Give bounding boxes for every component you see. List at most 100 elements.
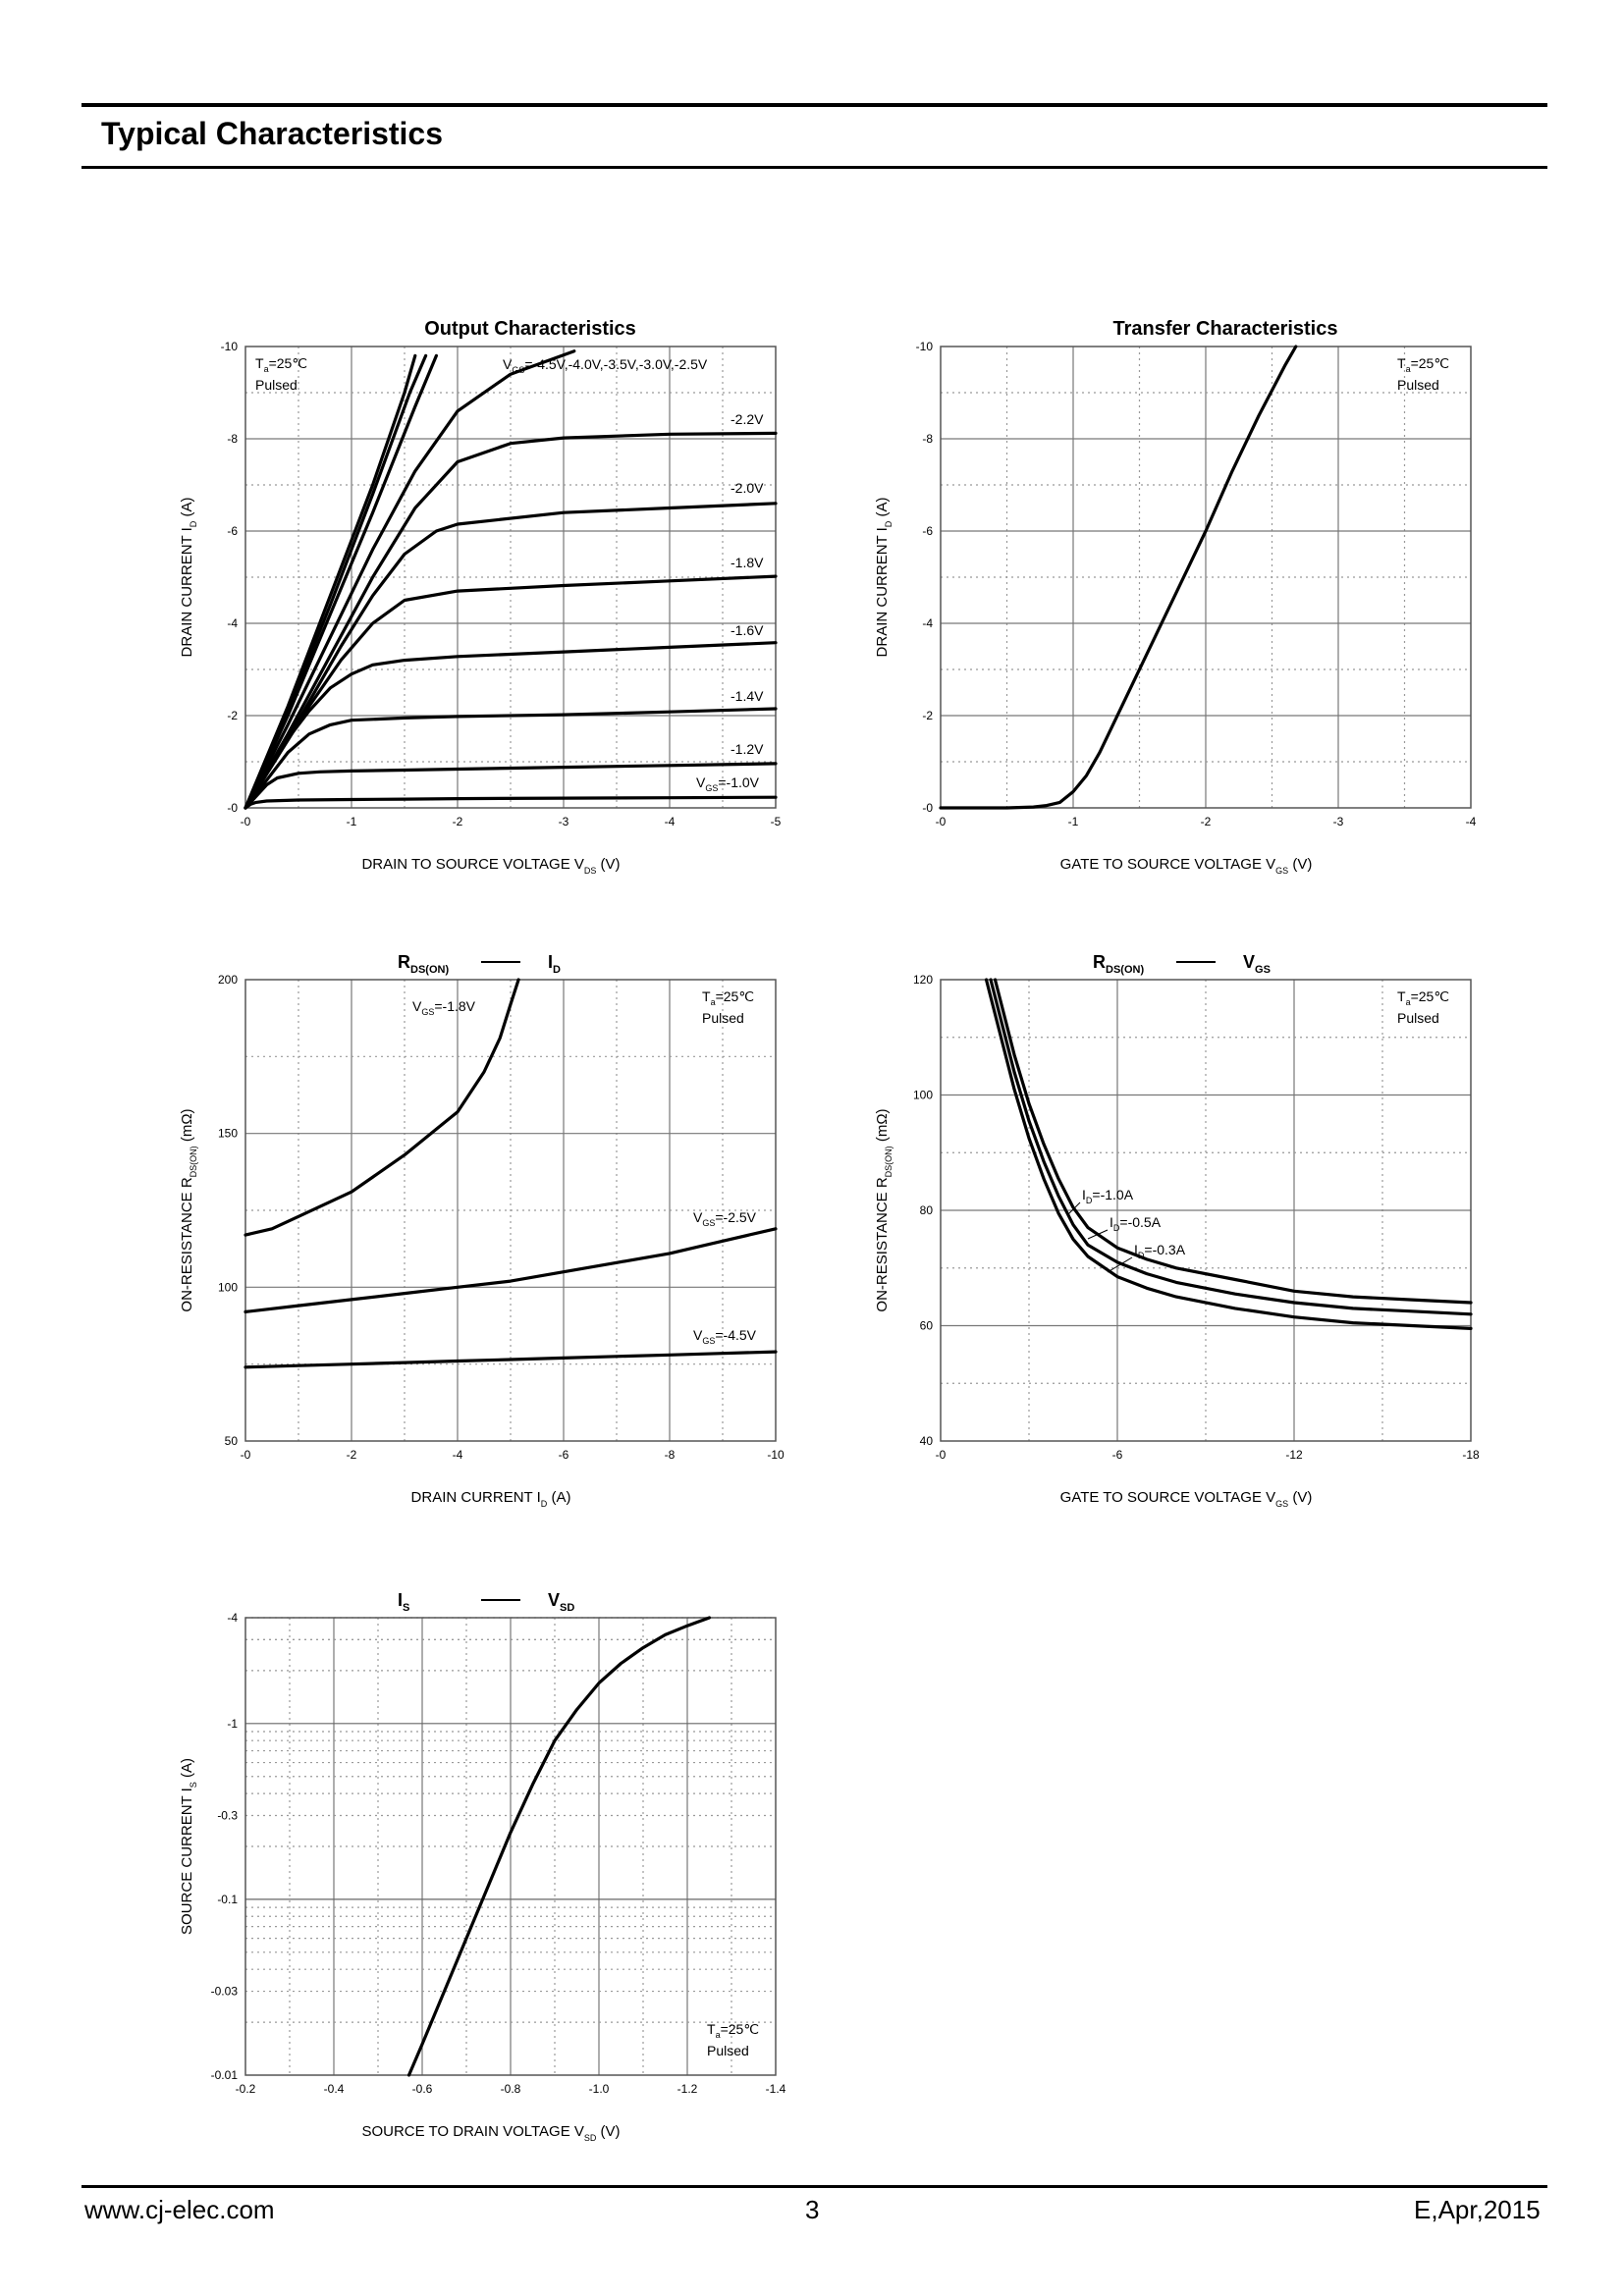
y-tick-label: -2 [922, 709, 933, 722]
x-tick-label: -3 [1333, 815, 1344, 828]
footer-revision: E,Apr,2015 [1414, 2195, 1541, 2224]
y-tick-label: -0.3 [217, 1808, 238, 1822]
chart-output: -0 -1 -2 -3 -4 -5 -0 -2 -4 -6 -8 -10 DRAIN TO SOURCE… [179, 318, 782, 876]
y-axis-label: DRAIN CURRENT ID (A) [179, 498, 198, 658]
x-tick-label: -3 [559, 815, 569, 828]
x-tick-label: -5 [771, 815, 782, 828]
y-axis-label: ON-RESISTANCE RDS(ON) (mΩ) [874, 1108, 893, 1311]
chart-rds_id: -0 -2 -4 -6 -8 -10 50 100 150 200 DRAIN CURRENT ID… [179, 952, 785, 1509]
series-line [939, 345, 1298, 810]
y-tick-label: -4 [227, 616, 238, 630]
series-label-vgs_multi: VGS=-4.5V,-4.0V,-3.5V,-3.0V,-2.5V [503, 356, 708, 375]
chart-title: Output Characteristics [424, 318, 636, 340]
x-tick-label: -0.4 [324, 2082, 345, 2096]
series-line [244, 795, 778, 810]
series-label-vgs10: VGS=-1.0V [696, 774, 760, 793]
condition-pulsed: Pulsed [1397, 1010, 1439, 1026]
footer-page-number: 3 [805, 2195, 820, 2224]
y-tick-label: -0.03 [211, 1985, 239, 1999]
series-label-vgs12: -1.2V [731, 741, 764, 757]
chart-title: RDS(ON) VGS [1093, 952, 1271, 976]
title-left-symbol: IS [398, 1590, 409, 1614]
condition-pulsed: Pulsed [707, 2043, 749, 2058]
series-line [244, 431, 778, 810]
x-tick-label: -1.0 [589, 2082, 610, 2096]
y-tick-label: -1 [227, 1717, 238, 1731]
series-label-vgs18: VGS=-1.8V [412, 998, 476, 1017]
y-tick-label: 120 [913, 973, 933, 987]
y-tick-label: -0.01 [211, 2068, 239, 2082]
x-axis-label: SOURCE TO DRAIN VOLTAGE VSD (V) [361, 2123, 620, 2143]
title-right-symbol: VGS [1243, 952, 1271, 976]
x-axis-label: DRAIN CURRENT ID (A) [411, 1489, 571, 1509]
header-bottom-rule [81, 166, 1547, 169]
series-line [244, 707, 778, 810]
x-axis-label: GATE TO SOURCE VOLTAGE VGS (V) [1060, 1489, 1313, 1509]
title-right-symbol: ID [548, 952, 561, 976]
y-tick-label: 200 [218, 973, 238, 987]
x-tick-label: -4 [665, 815, 676, 828]
plot-frame [940, 979, 1472, 1442]
title-left-symbol: RDS(ON) [398, 952, 449, 976]
chart-is_vsd: -0.2 -0.4 -0.6 -0.8 -1.0 -1.2 -1.4 -0.01 -0.03 -0… [179, 1590, 786, 2143]
series-label-id10: ID=-1.0A [1082, 1187, 1134, 1205]
condition-temperature: Ta=25℃ [702, 988, 754, 1007]
series-label-vgs25: VGS=-2.5V [693, 1209, 757, 1228]
x-tick-label: -1.4 [766, 2082, 786, 2096]
series-line [244, 762, 778, 810]
condition-pulsed: Pulsed [255, 377, 298, 393]
plot-frame [244, 979, 777, 1442]
y-tick-label: -0 [227, 801, 238, 815]
series-line [406, 1616, 712, 2077]
series-label-vgs16: -1.6V [731, 622, 764, 638]
y-tick-label: -4 [227, 1611, 238, 1625]
series-label-vgs20: -2.0V [731, 480, 764, 496]
label-leader [1067, 1201, 1081, 1215]
y-axis-label: SOURCE CURRENT IS (A) [179, 1758, 198, 1935]
condition-pulsed: Pulsed [702, 1010, 744, 1026]
label-leader [1107, 1256, 1133, 1273]
y-tick-label: -6 [922, 524, 933, 538]
x-tick-label: -0 [936, 1448, 947, 1462]
chart-rds_vgs: -0 -6 -12 -18 40 60 80 100 120 GATE TO SOURCE VOL… [874, 952, 1480, 1509]
x-tick-label: -2 [347, 1448, 357, 1462]
page-title: Typical Characteristics [101, 116, 444, 151]
y-axis-label: ON-RESISTANCE RDS(ON) (mΩ) [179, 1108, 198, 1311]
y-axis-label: DRAIN CURRENT ID (A) [874, 498, 893, 658]
y-tick-label: 40 [920, 1434, 934, 1448]
header-top-rule [81, 103, 1547, 107]
x-tick-label: -1 [347, 815, 357, 828]
chart-title: IS VSD [398, 1590, 574, 1614]
y-tick-label: 60 [920, 1319, 934, 1333]
series-line [244, 1350, 778, 1369]
x-tick-label: -0 [936, 815, 947, 828]
x-tick-label: -2 [1201, 815, 1212, 828]
x-tick-label: -6 [1112, 1448, 1123, 1462]
condition-temperature: Ta=25℃ [1397, 355, 1449, 374]
y-tick-label: -6 [227, 524, 238, 538]
series-line [993, 978, 1473, 1305]
x-tick-label: -6 [559, 1448, 569, 1462]
y-tick-label: 100 [218, 1280, 238, 1294]
series-line [244, 502, 778, 810]
y-tick-label: -8 [922, 432, 933, 446]
series-line [244, 1227, 778, 1313]
title-left-symbol: RDS(ON) [1093, 952, 1144, 976]
y-tick-label: 100 [913, 1089, 933, 1102]
chart-transfer: -0 -1 -2 -3 -4 -0 -2 -4 -6 -8 -10 GATE TO SOURCE VO… [874, 318, 1477, 876]
series-label-id05: ID=-0.5A [1110, 1214, 1162, 1233]
y-tick-label: -4 [922, 616, 933, 630]
series-label-vgs14: -1.4V [731, 688, 764, 704]
x-axis-label: GATE TO SOURCE VOLTAGE VGS (V) [1060, 856, 1313, 876]
x-tick-label: -12 [1285, 1448, 1303, 1462]
plot-frame [244, 1617, 777, 2076]
x-tick-label: -0 [241, 815, 251, 828]
footer-website: www.cj-elec.com [84, 2195, 275, 2224]
x-tick-label: -10 [767, 1448, 785, 1462]
title-right-symbol: VSD [548, 1590, 574, 1614]
chart-title: Transfer Characteristics [1112, 318, 1337, 340]
y-tick-label: 50 [225, 1434, 239, 1448]
label-leader [1087, 1229, 1109, 1240]
footer-rule [81, 2185, 1547, 2188]
